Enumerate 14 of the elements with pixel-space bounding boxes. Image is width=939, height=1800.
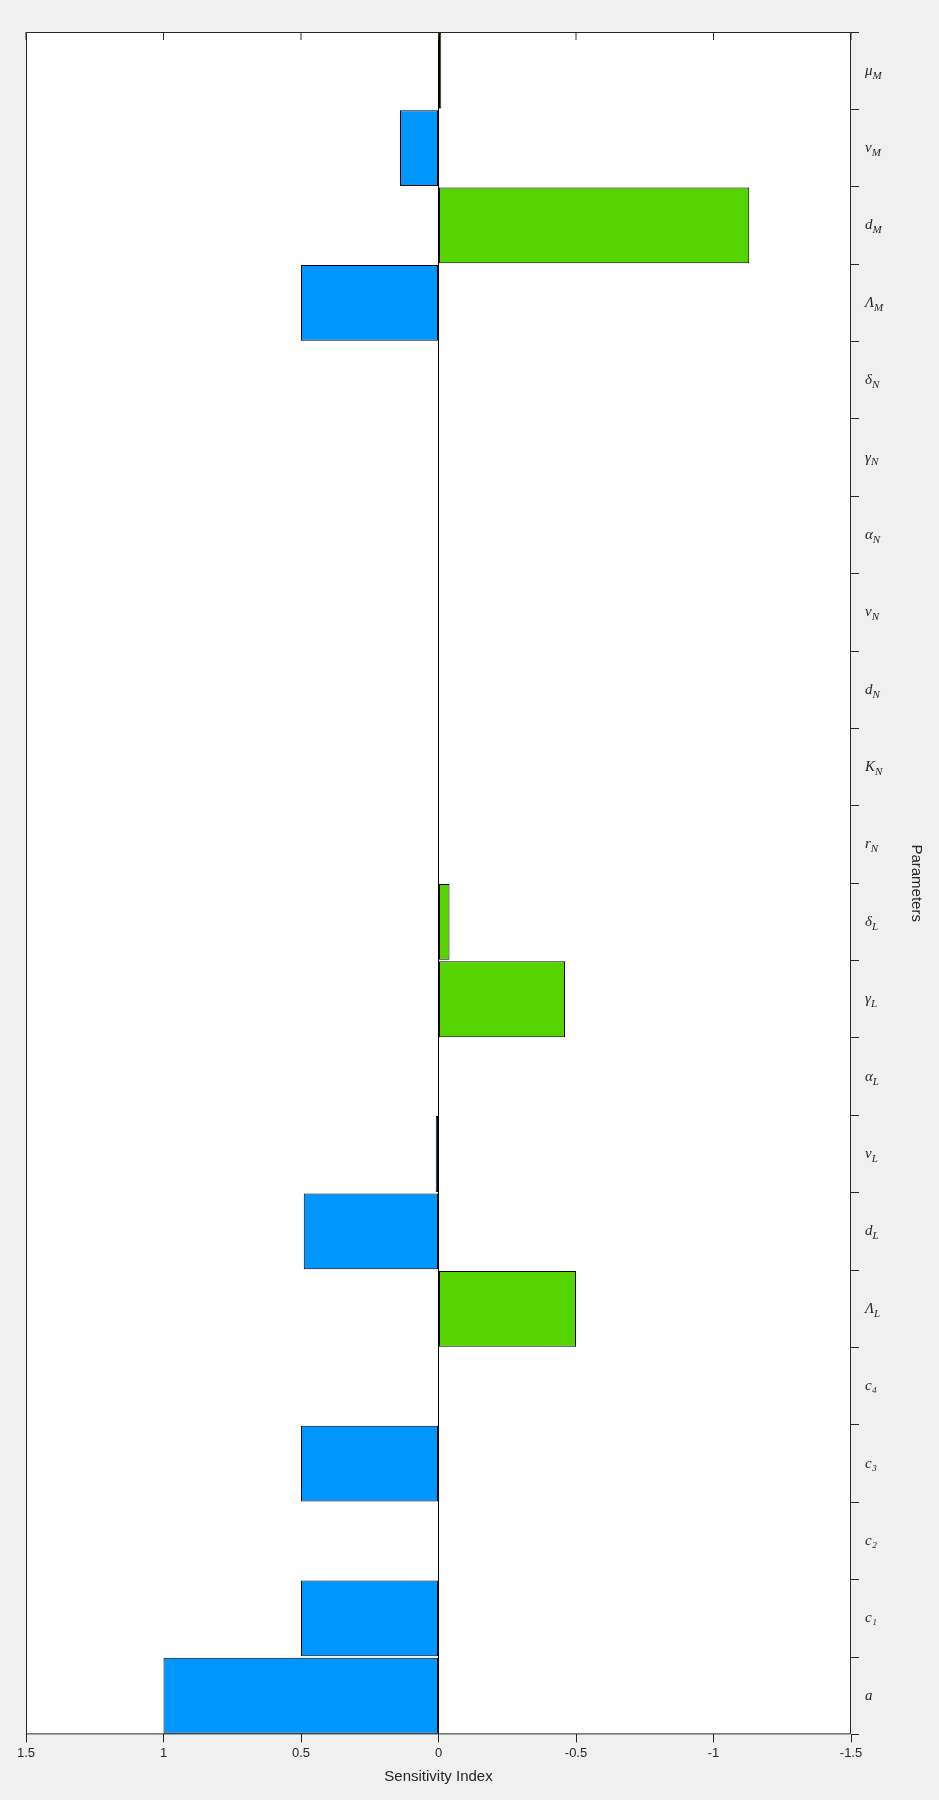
y-tick-label: c₃ (865, 1454, 877, 1471)
x-tick-label: 0.5 (291, 1744, 311, 1760)
x-tick-label: 0 (434, 1744, 443, 1760)
x-axis-title: Sensitivity Index (384, 1767, 494, 1785)
y-tick-label: c₁ (865, 1609, 877, 1626)
x-tick-label: 1.5 (16, 1744, 36, 1760)
y-tick-label: c₂ (865, 1531, 877, 1548)
x-tick-label: -0.5 (564, 1744, 588, 1760)
x-tick-label: 1 (159, 1744, 168, 1760)
x-tick-label: -1.5 (839, 1744, 863, 1760)
x-tick-label: -1 (707, 1744, 720, 1760)
y-axis-title: Parameters (908, 844, 926, 922)
y-tick-label: c₄ (865, 1377, 877, 1394)
y-tick-label: a (865, 1686, 873, 1703)
